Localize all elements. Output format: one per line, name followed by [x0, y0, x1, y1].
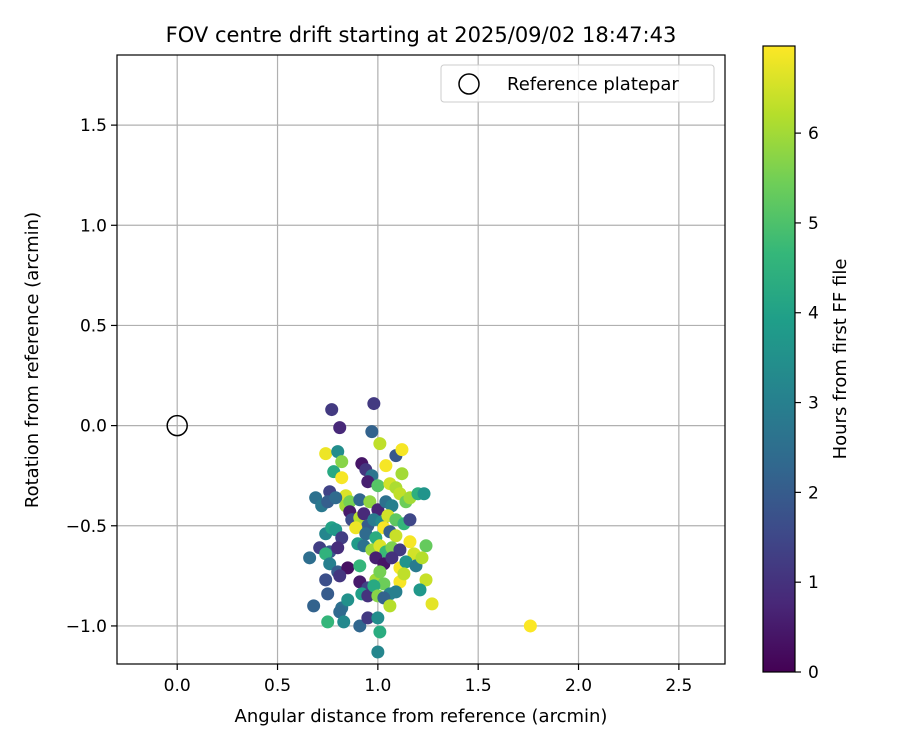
data-point — [321, 615, 335, 629]
y-tick-label: 0.0 — [80, 417, 107, 437]
data-point — [371, 503, 385, 517]
data-point — [319, 447, 333, 461]
data-point — [341, 593, 355, 607]
x-tick-label: 1.5 — [465, 676, 492, 696]
reference-platepar-marker — [166, 414, 188, 437]
data-point — [307, 599, 321, 613]
data-point — [331, 445, 345, 459]
data-point — [379, 459, 393, 473]
data-point — [333, 605, 347, 619]
legend-label: Reference platepar — [507, 74, 679, 95]
data-point — [371, 645, 385, 659]
legend-box: Reference platepar — [440, 64, 715, 103]
data-point — [393, 543, 407, 557]
y-tick-label: 1.0 — [80, 216, 107, 236]
data-point — [385, 499, 399, 513]
data-point — [319, 547, 333, 561]
data-point — [321, 587, 335, 601]
data-point — [373, 565, 387, 579]
colorbar-ticks: 0 1 2 3 4 5 6 — [795, 124, 819, 683]
data-point — [415, 551, 429, 565]
data-point — [367, 397, 381, 411]
y-axis-label: Rotation from reference (arcmin) — [22, 212, 43, 508]
data-point — [373, 437, 387, 451]
data-point — [337, 615, 351, 629]
data-point — [395, 467, 409, 481]
x-axis-ticks: 0.0 0.5 1.0 1.5 2.0 2.5 — [164, 664, 692, 696]
colorbar — [762, 45, 796, 673]
data-point — [335, 471, 349, 485]
data-point — [395, 443, 409, 457]
data-point — [361, 475, 375, 489]
data-point — [329, 491, 343, 505]
data-point — [343, 495, 357, 509]
data-point — [363, 495, 377, 509]
x-tick-label: 0.0 — [164, 676, 191, 696]
data-point — [361, 611, 375, 625]
data-point — [425, 597, 439, 611]
data-point — [331, 541, 345, 555]
x-axis-label: Angular distance from reference (arcmin) — [235, 706, 608, 727]
data-point — [385, 551, 399, 565]
x-tick-label: 2.0 — [565, 676, 592, 696]
data-point — [349, 521, 363, 535]
colorbar-label: Hours from first FF file — [830, 259, 851, 460]
data-point — [319, 573, 333, 587]
data-point — [365, 425, 379, 439]
x-tick-label: 2.5 — [665, 676, 692, 696]
data-point — [413, 583, 427, 597]
colorbar-tick-label: 0 — [808, 663, 819, 683]
data-point — [335, 531, 349, 545]
data-point — [325, 403, 339, 417]
data-point — [359, 527, 373, 541]
data-point — [399, 555, 413, 569]
data-point — [333, 569, 347, 583]
data-point — [323, 557, 337, 571]
chart-title: FOV centre drift starting at 2025/09/02 … — [166, 23, 677, 47]
colorbar-tick-label: 4 — [808, 304, 819, 324]
data-point — [361, 589, 375, 603]
scatter-points — [303, 397, 537, 659]
y-tick-label: 1.5 — [80, 116, 107, 136]
data-point — [377, 577, 391, 591]
legend-marker-icon — [458, 73, 480, 95]
data-point — [353, 559, 367, 573]
data-point — [357, 507, 371, 521]
data-point — [419, 539, 433, 553]
data-point — [403, 513, 417, 527]
data-point — [383, 599, 397, 613]
data-point — [353, 619, 367, 633]
data-point — [303, 551, 317, 565]
data-point — [371, 611, 385, 625]
y-tick-label: 0.5 — [80, 316, 107, 336]
data-point — [389, 529, 403, 543]
data-point — [389, 585, 403, 599]
data-point — [353, 493, 367, 507]
y-tick-label: −0.5 — [66, 517, 107, 537]
data-point — [419, 573, 433, 587]
colorbar-tick-label: 5 — [808, 214, 819, 234]
data-point — [367, 579, 381, 593]
data-point — [403, 535, 417, 549]
plot-frame — [116, 54, 726, 665]
x-tick-label: 1.0 — [364, 676, 391, 696]
y-axis-ticks: −1.0 −0.5 0.0 0.5 1.0 1.5 — [66, 116, 117, 637]
data-point — [373, 625, 387, 639]
data-point — [523, 619, 537, 633]
data-point — [341, 561, 355, 575]
colorbar-tick-label: 1 — [808, 573, 819, 593]
colorbar-tick-label: 3 — [808, 394, 819, 414]
y-tick-label: −1.0 — [66, 617, 107, 637]
data-point — [417, 487, 431, 501]
colorbar-tick-label: 2 — [808, 483, 819, 503]
grid-lines — [117, 55, 725, 664]
data-point — [397, 567, 411, 581]
data-point — [371, 479, 385, 493]
data-point — [335, 455, 349, 469]
x-tick-label: 0.5 — [264, 676, 291, 696]
data-point — [333, 421, 347, 435]
colorbar-tick-label: 6 — [808, 124, 819, 144]
